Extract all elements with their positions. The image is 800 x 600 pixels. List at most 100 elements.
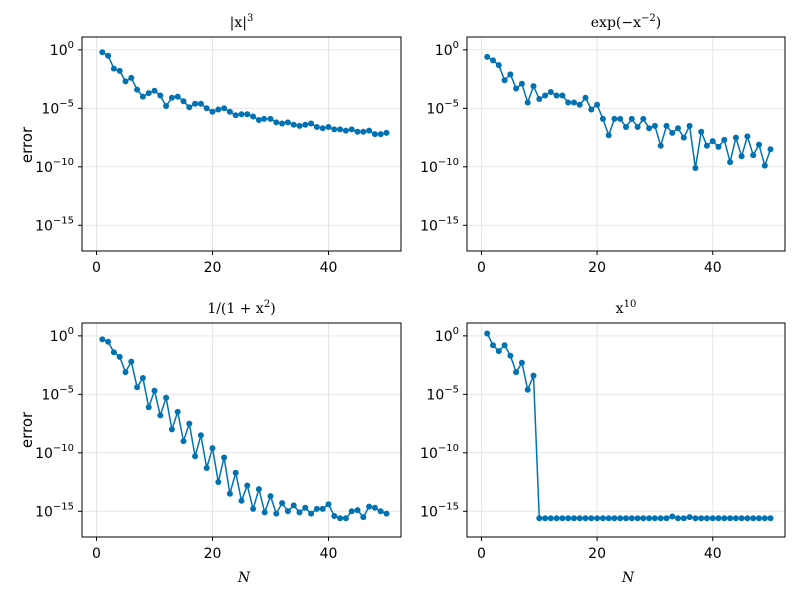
data-point	[744, 133, 751, 140]
data-point	[186, 420, 193, 427]
data-point	[255, 486, 262, 493]
data-point	[698, 128, 705, 135]
data-point	[134, 384, 141, 391]
data-point	[116, 67, 123, 74]
data-point	[290, 502, 297, 509]
data-point	[267, 493, 274, 500]
data-point	[524, 99, 531, 106]
y-tick-label: 100	[435, 326, 459, 345]
data-point	[250, 505, 257, 512]
data-point	[571, 99, 577, 106]
data-point	[122, 78, 129, 85]
data-point	[110, 349, 117, 356]
data-point	[727, 159, 734, 166]
x-tick-label: 40	[320, 260, 338, 276]
data-point	[744, 515, 751, 522]
data-point	[617, 115, 624, 122]
x-tick-label: 20	[588, 260, 606, 276]
y-tick-label: 10−10	[35, 443, 74, 462]
data-point	[383, 129, 390, 136]
data-point	[507, 352, 514, 359]
data-point	[99, 49, 106, 56]
data-point	[669, 513, 676, 520]
data-point	[495, 348, 502, 355]
data-point	[594, 515, 601, 522]
plot-title: exp(−x−2)	[591, 13, 661, 31]
data-point	[536, 515, 543, 522]
data-point	[738, 515, 745, 522]
data-point	[145, 90, 152, 97]
data-point	[553, 515, 560, 522]
data-point	[582, 94, 589, 101]
data-point	[628, 515, 635, 522]
data-point	[536, 96, 543, 102]
data-point	[634, 124, 641, 130]
data-point	[767, 146, 774, 153]
y-tick-label: 100	[50, 326, 74, 345]
ylabel-top: error	[18, 126, 36, 163]
data-point	[337, 126, 344, 133]
data-point	[226, 490, 233, 497]
data-point	[617, 515, 624, 522]
data-point	[348, 126, 355, 133]
data-point	[174, 408, 181, 415]
data-point	[651, 122, 658, 129]
data-point	[605, 132, 612, 139]
data-point	[594, 101, 601, 108]
panel-2: 0 20 40 100 10−5 10−10 10−15 exp(−x−2)	[420, 13, 786, 276]
data-point	[727, 515, 734, 522]
data-point	[518, 80, 525, 87]
data-point	[122, 369, 129, 376]
data-point	[348, 508, 355, 515]
y-tick-label: 10−5	[426, 384, 459, 403]
data-point	[709, 515, 716, 522]
x-tick-label: 0	[477, 546, 486, 562]
data-point	[571, 515, 577, 522]
data-point	[238, 497, 245, 504]
xlabel-right: N	[621, 570, 635, 586]
data-point	[145, 404, 152, 411]
data-point	[756, 515, 762, 522]
xlabel-left: N	[237, 570, 251, 586]
data-point	[203, 105, 210, 112]
data-point	[99, 336, 106, 343]
data-point	[331, 513, 338, 519]
data-point	[244, 111, 251, 118]
data-point	[290, 121, 297, 128]
y-tick-label: 10−5	[41, 98, 74, 117]
data-point	[692, 165, 699, 171]
series-line	[101, 51, 387, 135]
data-point	[215, 106, 222, 113]
data-point	[319, 125, 326, 132]
data-point	[507, 71, 514, 78]
data-point	[542, 92, 549, 99]
data-point	[267, 115, 274, 122]
x-tick-label: 0	[477, 260, 486, 276]
x-tick-label: 0	[92, 546, 101, 562]
data-point	[325, 124, 332, 130]
data-point	[366, 127, 373, 134]
data-point	[255, 117, 262, 123]
data-point	[232, 112, 239, 119]
data-point	[139, 93, 146, 100]
panel-1: 0 20 40 100 10−5 10−10 10−15 |x|3	[35, 13, 402, 276]
data-point	[302, 121, 309, 128]
data-point	[490, 342, 496, 349]
data-point	[559, 92, 566, 99]
series-line	[486, 56, 772, 169]
data-point	[360, 514, 367, 521]
data-point	[513, 369, 520, 376]
plot-frame	[466, 36, 786, 252]
data-point	[273, 119, 280, 126]
data-point	[354, 128, 361, 135]
data-point	[337, 515, 344, 522]
data-point	[547, 515, 554, 522]
data-point	[663, 515, 670, 522]
data-point	[203, 465, 210, 471]
data-point	[244, 482, 251, 489]
data-point	[279, 500, 286, 507]
data-point	[524, 386, 531, 393]
data-point	[732, 134, 739, 141]
data-point	[657, 142, 664, 149]
